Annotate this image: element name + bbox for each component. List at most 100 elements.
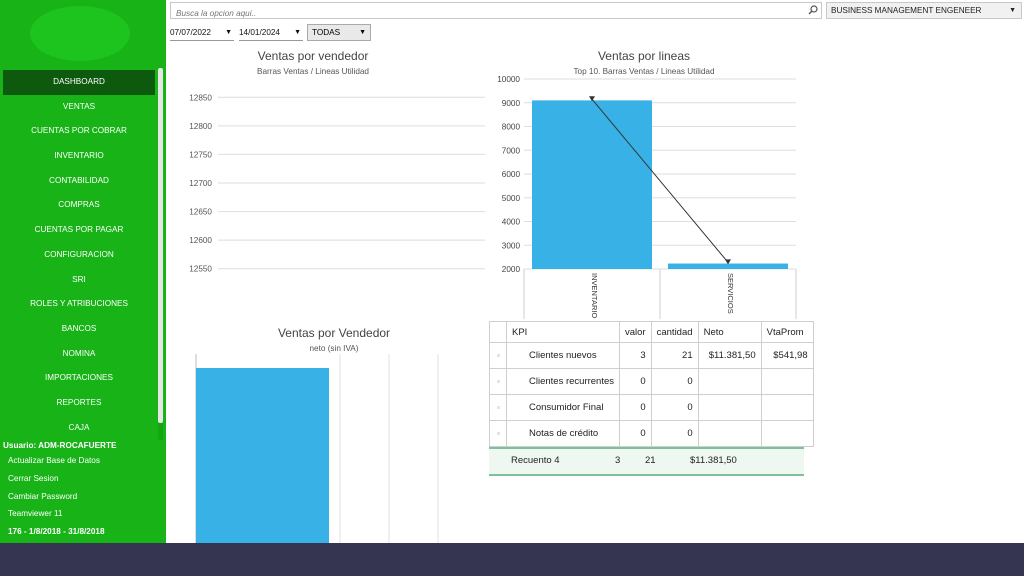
row-selector[interactable]	[489, 342, 507, 369]
bar[interactable]	[668, 263, 788, 269]
sidebar-item-reportes[interactable]: REPORTES	[56, 397, 102, 407]
search-input[interactable]	[171, 6, 791, 21]
line-point[interactable]	[589, 96, 595, 102]
row-selector-icon	[496, 380, 500, 383]
date-to-input[interactable]: 14/01/2024 ▼	[239, 25, 303, 41]
kpi-col-neto[interactable]: Neto	[697, 321, 762, 343]
sidebar-scrollbar[interactable]	[158, 68, 163, 423]
sidebar-item-dashboard[interactable]: DASHBOARD	[3, 70, 155, 95]
kpi-vtaprom-cell	[760, 368, 814, 395]
update-database-link[interactable]: Actualizar Base de Datos	[8, 456, 100, 465]
y-tick-label: 6000	[502, 170, 521, 179]
table-row[interactable]: Consumidor Final 0 0	[489, 394, 814, 421]
chevron-down-icon: ▼	[294, 29, 301, 36]
kpi-valor-cell: 0	[619, 394, 652, 421]
sidebar: DASHBOARD VENTAS CUENTAS POR COBRAR INVENTA…	[0, 0, 166, 543]
kpi-cantidad-cell: 0	[650, 420, 699, 447]
scope-select-value: TODAS	[312, 28, 341, 37]
table-row[interactable]: Notas de crédito 0 0	[489, 420, 814, 447]
kpi-footer-valor: 3	[615, 455, 621, 466]
kpi-col-kpi[interactable]: KPI	[505, 321, 621, 343]
sidebar-item-sri[interactable]: SRI	[72, 274, 86, 284]
kpi-name-cell: Notas de crédito	[505, 420, 621, 447]
sidebar-item-inventario[interactable]: INVENTARIO	[54, 151, 104, 161]
kpi-name-cell: Clientes nuevos	[505, 342, 621, 369]
kpi-header-row: KPI valor cantidad Neto VtaProm	[489, 321, 814, 343]
kpi-vtaprom-cell: $541,98	[760, 342, 814, 369]
date-from-value: 07/07/2022	[170, 28, 211, 37]
y-tick-label: 12600	[189, 236, 212, 245]
y-tick-label: 10000	[497, 75, 520, 84]
sidebar-item-ventas[interactable]: VENTAS	[62, 101, 96, 111]
row-selector-icon	[496, 432, 500, 435]
chevron-down-icon: ▼	[1009, 7, 1016, 14]
bar[interactable]	[196, 368, 329, 543]
sidebar-item-compras[interactable]: COMPRAS	[58, 200, 100, 210]
kpi-col-valor[interactable]: valor	[619, 321, 652, 343]
kpi-valor-cell: 3	[619, 342, 652, 369]
y-tick-label: 4000	[502, 218, 521, 227]
kpi-valor-cell: 0	[619, 368, 652, 395]
chevron-down-icon: ▼	[359, 29, 366, 36]
row-selector-icon	[496, 406, 500, 409]
kpi-select-header	[489, 321, 507, 343]
y-tick-label: 12700	[189, 179, 212, 188]
y-tick-label: 2000	[502, 265, 521, 274]
sidebar-item-nomina[interactable]: NOMINA	[62, 348, 96, 358]
table-row[interactable]: Clientes nuevos 3 21 $11.381,50 $541,98	[489, 342, 814, 369]
search-icon[interactable]	[808, 5, 818, 15]
kpi-vtaprom-cell	[760, 394, 814, 421]
kpi-cantidad-cell: 21	[650, 342, 699, 369]
kpi-table: KPI valor cantidad Neto VtaProm Clientes…	[489, 321, 814, 447]
kpi-neto-cell	[697, 368, 762, 395]
chart-ventas-por-lineas: 2000 3000 4000 5000 6000 7000 8000 9000 10000 INV…	[497, 75, 797, 319]
kpi-vtaprom-cell	[760, 420, 814, 447]
sidebar-item-bancos[interactable]: BANCOS	[61, 323, 97, 333]
scope-select[interactable]: TODAS ▼	[307, 24, 371, 41]
chart3-subtitle: neto (sin IVA)	[309, 344, 359, 353]
y-tick-label: 9000	[502, 99, 521, 108]
row-selector[interactable]	[489, 420, 507, 447]
kpi-name-cell: Clientes recurrentes	[505, 368, 621, 395]
row-selector[interactable]	[489, 368, 507, 395]
kpi-name-cell: Consumidor Final	[505, 394, 621, 421]
date-to-value: 14/01/2024	[239, 28, 280, 37]
period-label: 176 - 1/8/2018 - 31/8/2018	[8, 527, 105, 536]
chart2-title: Ventas por lineas	[597, 49, 691, 63]
kpi-footer-cantidad: 21	[645, 455, 656, 466]
sidebar-item-cuentas-por-pagar[interactable]: CUENTAS POR PAGAR	[34, 225, 124, 235]
table-row[interactable]: Clientes recurrentes 0 0	[489, 368, 814, 395]
kpi-col-cantidad[interactable]: cantidad	[650, 321, 699, 343]
sidebar-item-roles-y-atribuciones[interactable]: ROLES Y ATRIBUCIONES	[30, 299, 128, 309]
chevron-down-icon: ▼	[225, 29, 232, 36]
user-label: Usuario: ADM-ROCAFUERTE	[3, 441, 117, 450]
row-selector[interactable]	[489, 394, 507, 421]
chart3-title: Ventas por Vendedor	[277, 326, 391, 340]
logout-link[interactable]: Cerrar Sesion	[8, 474, 59, 483]
y-tick-label: 5000	[502, 194, 521, 203]
teamviewer-link[interactable]: Teamviewer 11	[8, 509, 63, 518]
y-tick-label: 7000	[502, 146, 521, 155]
sidebar-item-configuracion[interactable]: CONFIGURACION	[44, 249, 114, 259]
kpi-neto-cell	[697, 420, 762, 447]
change-password-link[interactable]: Cambiar Password	[8, 492, 78, 501]
y-tick-label: 12800	[189, 122, 212, 131]
bar[interactable]	[532, 100, 652, 269]
kpi-neto-cell: $11.381,50	[697, 342, 762, 369]
y-tick-label: 3000	[502, 241, 521, 250]
sidebar-item-caja[interactable]: CAJA	[68, 422, 90, 432]
line-point[interactable]	[725, 259, 731, 265]
chart-ventas-por-vendedor: 12550 12600 12650 12700 12750 12800 12850	[189, 93, 485, 274]
row-selector-icon	[496, 354, 500, 357]
chart-ventas-neto	[195, 354, 439, 543]
sidebar-item-cuentas-por-cobrar[interactable]: CUENTAS POR COBRAR	[31, 126, 127, 136]
date-from-input[interactable]: 07/07/2022 ▼	[170, 25, 234, 41]
company-select[interactable]: BUSINESS MANAGEMENT ENGENEER ▼	[826, 2, 1022, 19]
chart1-subtitle: Barras Ventas / Lineas Utilidad	[257, 67, 369, 76]
chart2-subtitle: Top 10. Barras Ventas / Lineas Utilidad	[573, 67, 715, 76]
bottom-bar	[0, 543, 1024, 576]
kpi-col-vtaprom[interactable]: VtaProm	[760, 321, 814, 343]
sidebar-item-contabilidad[interactable]: CONTABILIDAD	[49, 175, 109, 185]
sidebar-item-importaciones[interactable]: IMPORTACIONES	[45, 373, 113, 383]
